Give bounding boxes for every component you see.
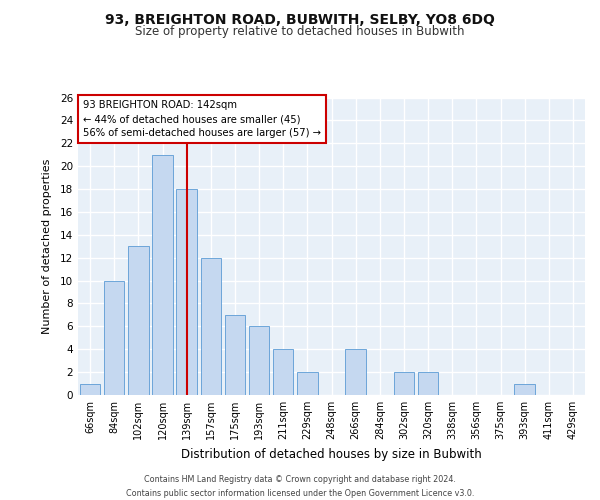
Bar — [346, 349, 366, 395]
Bar — [104, 280, 124, 395]
Text: 93, BREIGHTON ROAD, BUBWITH, SELBY, YO8 6DQ: 93, BREIGHTON ROAD, BUBWITH, SELBY, YO8 … — [105, 12, 495, 26]
Bar — [80, 384, 100, 395]
Bar — [200, 258, 221, 395]
Bar — [128, 246, 149, 395]
Bar — [249, 326, 269, 395]
X-axis label: Distribution of detached houses by size in Bubwith: Distribution of detached houses by size … — [181, 448, 482, 460]
Y-axis label: Number of detached properties: Number of detached properties — [41, 158, 52, 334]
Bar — [297, 372, 317, 395]
Bar — [152, 154, 173, 395]
Text: Contains HM Land Registry data © Crown copyright and database right 2024.
Contai: Contains HM Land Registry data © Crown c… — [126, 476, 474, 498]
Bar — [224, 315, 245, 395]
Bar — [394, 372, 414, 395]
Bar — [273, 349, 293, 395]
Bar — [514, 384, 535, 395]
Bar — [176, 189, 197, 395]
Bar — [418, 372, 439, 395]
Text: 93 BREIGHTON ROAD: 142sqm
← 44% of detached houses are smaller (45)
56% of semi-: 93 BREIGHTON ROAD: 142sqm ← 44% of detac… — [83, 100, 321, 138]
Text: Size of property relative to detached houses in Bubwith: Size of property relative to detached ho… — [135, 25, 465, 38]
